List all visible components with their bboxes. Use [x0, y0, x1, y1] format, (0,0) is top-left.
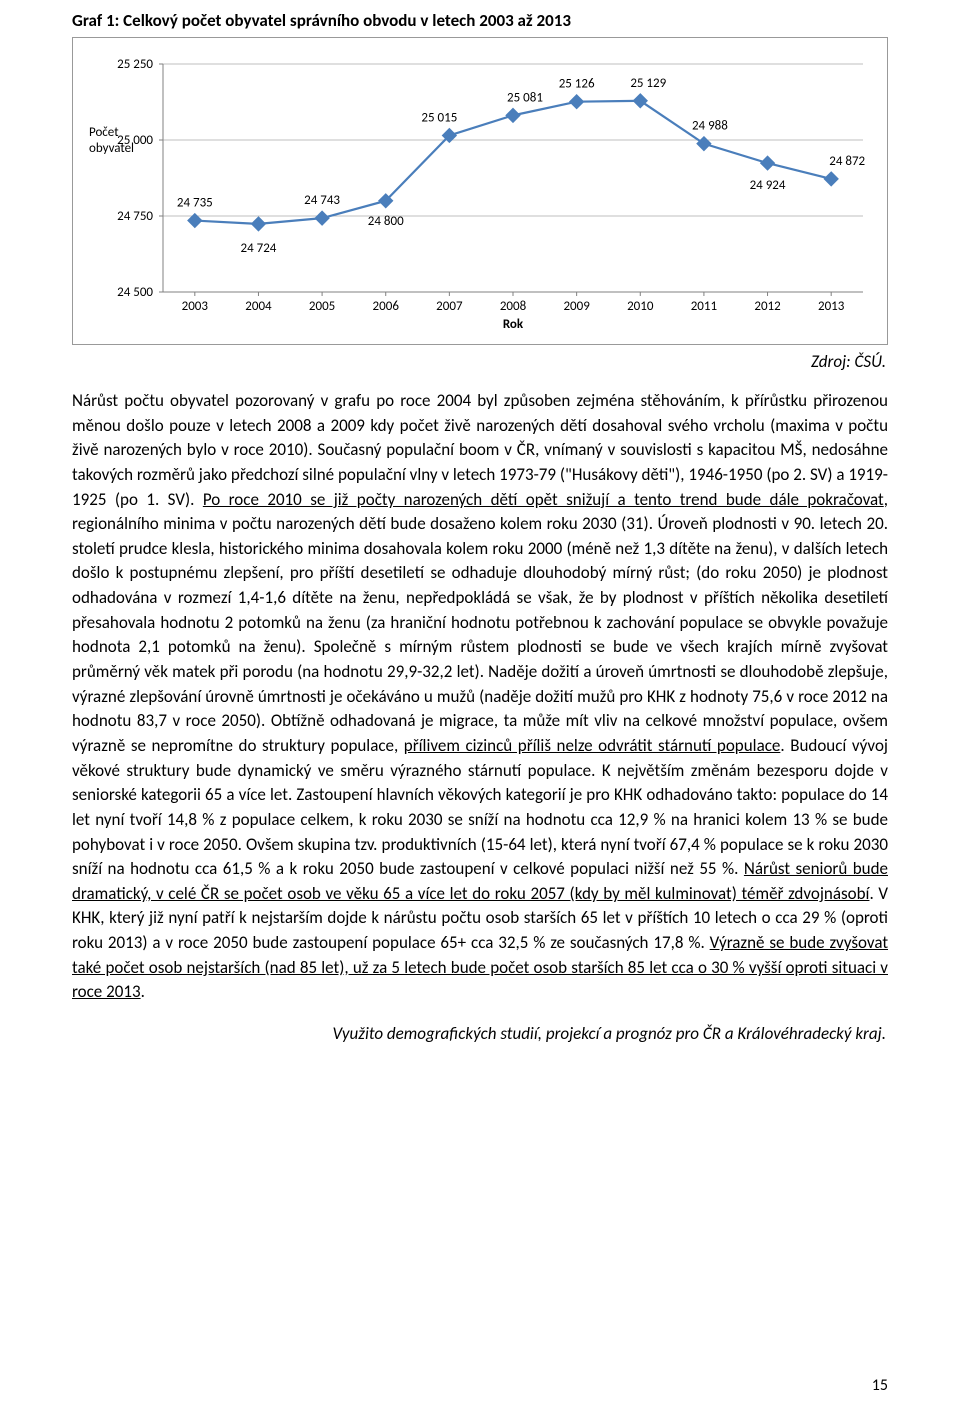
- svg-text:24 750: 24 750: [117, 209, 153, 224]
- svg-text:24 924: 24 924: [750, 178, 786, 193]
- page-number: 15: [872, 1376, 888, 1395]
- svg-text:2012: 2012: [754, 299, 781, 314]
- svg-text:2013: 2013: [818, 299, 845, 314]
- population-chart: 24 50024 75025 00025 250Početobyvatel200…: [83, 48, 883, 338]
- svg-text:24 735: 24 735: [177, 196, 213, 211]
- svg-text:24 500: 24 500: [117, 285, 153, 300]
- svg-text:24 743: 24 743: [304, 193, 340, 208]
- svg-text:2006: 2006: [373, 299, 400, 314]
- svg-text:Počet: Počet: [89, 125, 119, 140]
- svg-text:25 015: 25 015: [421, 110, 457, 125]
- text-run: , regionálního minima v počtu narozených…: [72, 489, 888, 756]
- svg-text:2004: 2004: [245, 299, 272, 314]
- text-run: .: [141, 981, 145, 1002]
- footnote: Využito demografických studií, projekcí …: [72, 1023, 886, 1044]
- chart-source: Zdroj: ČSÚ.: [72, 351, 886, 372]
- svg-text:2005: 2005: [309, 299, 335, 314]
- svg-text:obyvatel: obyvatel: [89, 141, 134, 156]
- svg-text:25 129: 25 129: [630, 76, 666, 91]
- svg-text:Rok: Rok: [503, 317, 524, 332]
- svg-text:25 126: 25 126: [559, 77, 595, 92]
- chart-title: Graf 1: Celkový počet obyvatel správního…: [72, 10, 888, 31]
- underline-run: přílivem cizinců příliš nelze odvrátit s…: [404, 735, 781, 756]
- svg-text:2009: 2009: [563, 299, 590, 314]
- svg-text:25 250: 25 250: [117, 57, 153, 72]
- svg-text:24 988: 24 988: [692, 119, 728, 134]
- svg-text:2011: 2011: [691, 299, 717, 314]
- chart-container: 24 50024 75025 00025 250Početobyvatel200…: [72, 37, 888, 345]
- svg-text:2010: 2010: [627, 299, 654, 314]
- svg-text:2007: 2007: [436, 299, 463, 314]
- svg-text:2003: 2003: [182, 299, 209, 314]
- body-paragraph: Nárůst počtu obyvatel pozorovaný v grafu…: [72, 389, 888, 1005]
- svg-text:25 081: 25 081: [507, 90, 543, 105]
- svg-text:24 800: 24 800: [368, 214, 404, 229]
- svg-text:24 872: 24 872: [829, 154, 865, 169]
- underline-run: Po roce 2010 se již počty narozených dět…: [203, 489, 884, 510]
- svg-text:24 724: 24 724: [241, 241, 277, 256]
- svg-text:2008: 2008: [500, 299, 527, 314]
